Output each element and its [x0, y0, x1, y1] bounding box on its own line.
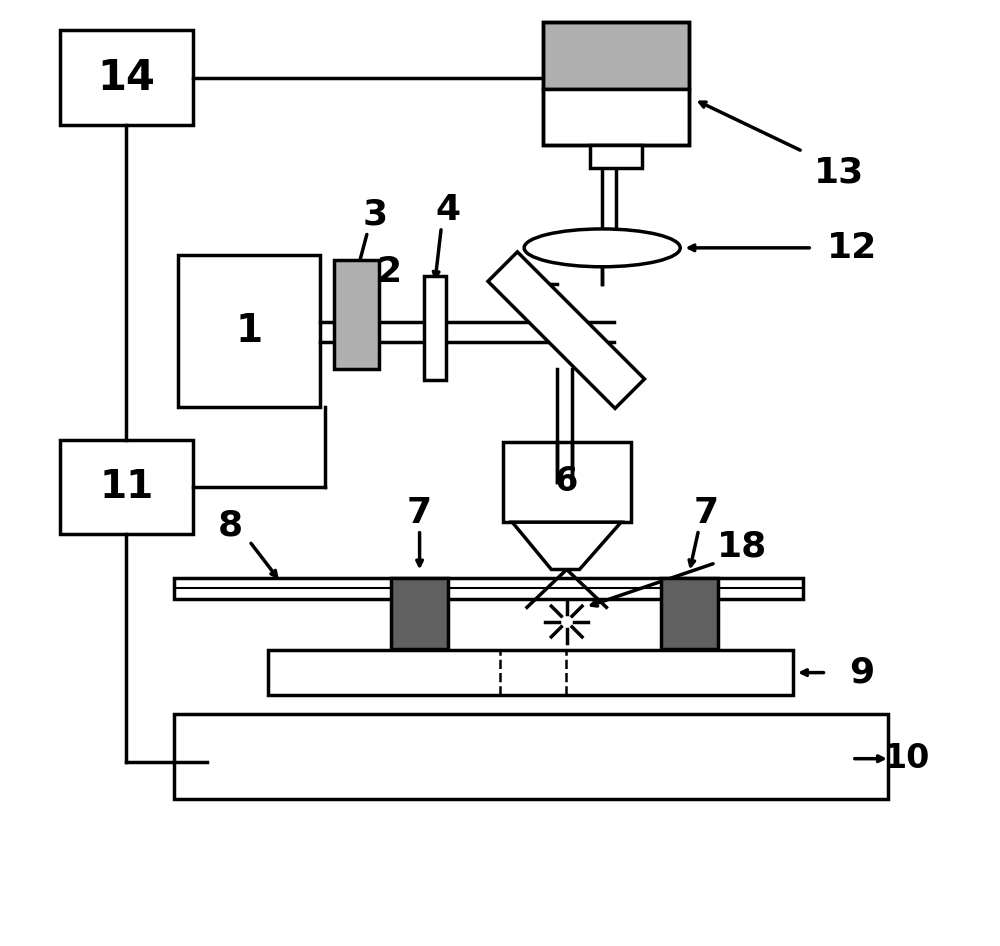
Text: 7: 7: [694, 496, 719, 530]
Text: 12: 12: [827, 231, 877, 265]
Bar: [424, 276, 446, 380]
Text: 8: 8: [218, 508, 243, 542]
Bar: [391, 578, 448, 649]
Bar: [543, 90, 689, 145]
Text: 18: 18: [717, 530, 767, 564]
Text: 7: 7: [407, 496, 432, 530]
Text: 4: 4: [435, 193, 461, 227]
Text: 1: 1: [236, 312, 263, 350]
Bar: [334, 260, 379, 369]
Text: 10: 10: [884, 743, 930, 775]
Bar: [60, 440, 193, 534]
Ellipse shape: [524, 229, 680, 267]
Polygon shape: [512, 522, 621, 569]
Bar: [174, 714, 888, 799]
Polygon shape: [488, 252, 644, 409]
Bar: [174, 578, 803, 599]
Bar: [590, 145, 642, 168]
Text: 3: 3: [363, 198, 388, 232]
Text: 11: 11: [99, 468, 153, 506]
Text: 13: 13: [814, 155, 864, 189]
Text: 2: 2: [376, 255, 401, 289]
Bar: [60, 30, 193, 125]
Bar: [543, 22, 689, 90]
Bar: [661, 578, 718, 649]
Text: 14: 14: [97, 57, 155, 98]
Bar: [178, 255, 320, 407]
Text: 6: 6: [555, 465, 578, 499]
Bar: [543, 22, 689, 145]
Circle shape: [559, 614, 574, 629]
Text: 9: 9: [849, 656, 874, 690]
Bar: [268, 650, 793, 695]
Bar: [503, 442, 631, 522]
